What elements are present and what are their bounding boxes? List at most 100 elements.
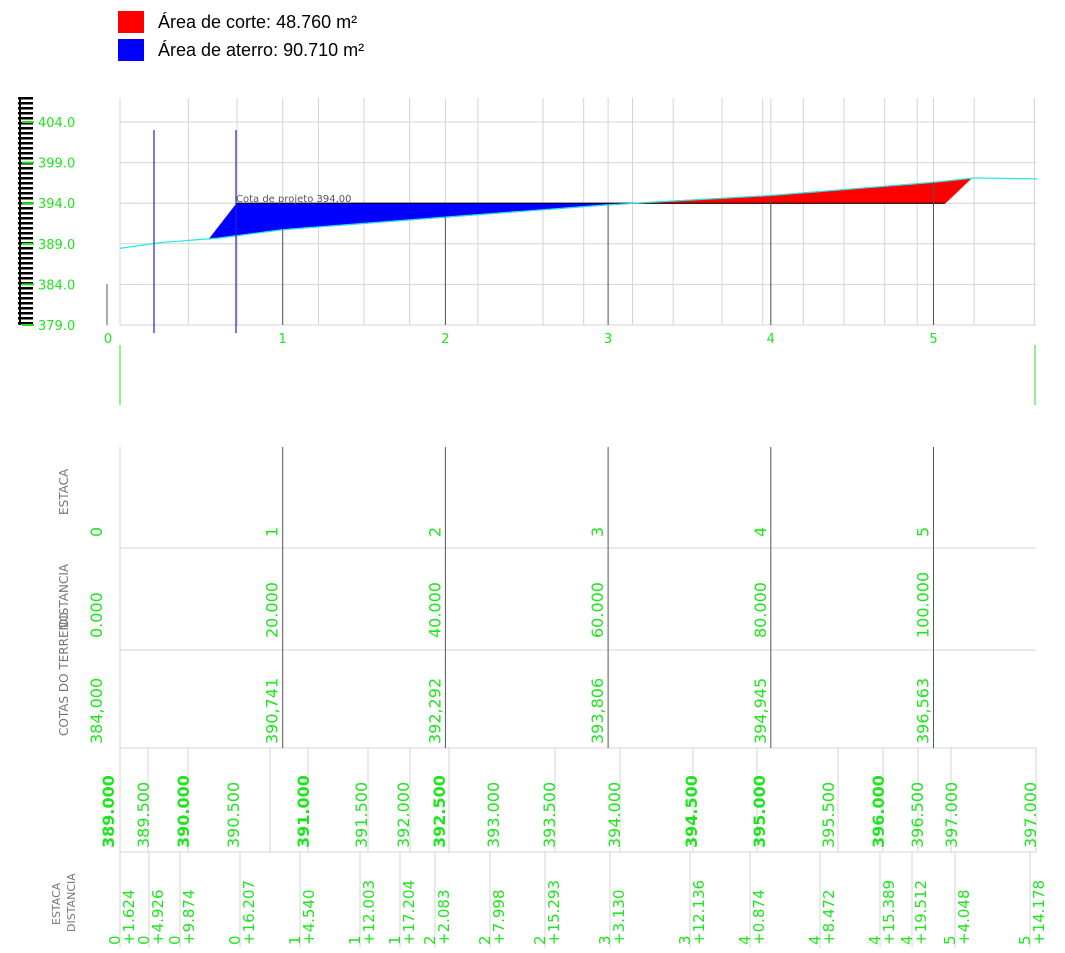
contour-elevation: 391.500 xyxy=(352,782,371,848)
axis-ruler-tick xyxy=(18,107,33,110)
contour-elevation: 395.500 xyxy=(819,782,838,848)
stake-offset: +1.624 xyxy=(120,889,138,945)
stake-offset: +9.874 xyxy=(180,889,198,945)
cotas-value: 394,945 xyxy=(751,678,770,744)
stake-station: 2 xyxy=(421,935,439,945)
row-label-distancia: DISTANCIA xyxy=(57,563,71,628)
stake-offset: +0.874 xyxy=(750,889,768,945)
x-tick-label: 0 xyxy=(104,332,112,347)
legend-label-cut: Área de corte: 48.760 m² xyxy=(158,11,358,32)
axis-ruler-tick xyxy=(18,167,33,170)
distancia-value: 60.000 xyxy=(588,582,607,638)
estaca-value: 1 xyxy=(263,527,282,537)
row-label-estaca: ESTACA xyxy=(57,468,71,515)
axis-ruler-tick xyxy=(18,142,33,145)
axis-ruler-tick xyxy=(18,227,33,230)
stake-station: 0 xyxy=(135,935,153,945)
axis-ruler-tick xyxy=(18,217,33,220)
contour-elevation: 394.000 xyxy=(605,782,624,848)
distancia-value: 20.000 xyxy=(263,582,282,638)
row-label-cotas: COTAS DO TERRENO xyxy=(57,612,71,736)
terrain-line xyxy=(119,177,1038,249)
axis-ruler-tick xyxy=(18,192,33,195)
stake-offset: +4.926 xyxy=(149,889,167,945)
axis-ruler-tick xyxy=(18,172,33,175)
contour-elevation: 396.500 xyxy=(908,782,927,848)
distancia-value: 100.000 xyxy=(914,572,933,638)
x-tick-label: 1 xyxy=(279,332,287,347)
axis-ruler-tick xyxy=(18,197,33,200)
contour-elevation: 394.500 xyxy=(682,775,701,848)
cotas-value: 384,000 xyxy=(87,678,106,744)
axis-ruler-tick xyxy=(18,182,33,185)
distancia-value: 80.000 xyxy=(751,582,770,638)
legend-item-cut: Área de corte: 48.760 m² xyxy=(118,8,364,36)
stake-station: 2 xyxy=(531,935,549,945)
y-tick-label: 394.0 xyxy=(38,197,75,212)
fill-area xyxy=(208,202,637,240)
cotas-value: 390,741 xyxy=(263,678,282,744)
contour-elevation: 390.000 xyxy=(174,775,193,848)
x-tick-label: 4 xyxy=(767,332,775,347)
stake-station: 2 xyxy=(476,935,494,945)
axis-ruler-tick xyxy=(18,117,33,120)
cotas-value: 393,806 xyxy=(588,678,607,744)
stake-station: 3 xyxy=(676,935,694,945)
axis-ruler-tick xyxy=(18,282,33,285)
stake-station: 0 xyxy=(166,935,184,945)
axis-ruler-tick xyxy=(18,212,33,215)
cut-swatch xyxy=(118,11,144,33)
contour-elevation: 395.000 xyxy=(750,775,769,848)
axis-ruler-tick xyxy=(18,127,33,130)
contour-elevation: 390.500 xyxy=(224,782,243,848)
legend: Área de corte: 48.760 m² Área de aterro:… xyxy=(118,8,364,64)
axis-ruler-tick xyxy=(18,97,33,100)
stake-offset: +4.540 xyxy=(300,889,318,945)
axis-ruler-tick xyxy=(18,177,33,180)
axis-ruler-tick xyxy=(18,272,33,275)
axis-ruler-tick xyxy=(18,112,33,115)
axis-ruler-tick xyxy=(18,102,33,105)
contour-elevation: 393.500 xyxy=(540,782,559,848)
stake-station: 1 xyxy=(346,935,364,945)
x-tick-label: 5 xyxy=(929,332,937,347)
axis-ruler-tick xyxy=(18,307,33,310)
axis-ruler-tick xyxy=(18,322,33,325)
contour-elevation: 392.000 xyxy=(394,782,413,848)
axis-ruler-tick xyxy=(18,232,33,235)
stake-station: 4 xyxy=(736,935,754,945)
axis-ruler-tick xyxy=(18,132,33,135)
axis-ruler-tick xyxy=(18,252,33,255)
stake-offset: +16.207 xyxy=(240,880,258,945)
stake-station: 4 xyxy=(806,935,824,945)
estaca-value: 3 xyxy=(588,527,607,537)
contour-elevation: 389.000 xyxy=(99,775,118,848)
x-tick-label: 2 xyxy=(441,332,449,347)
contour-elevation: 393.000 xyxy=(484,782,503,848)
cotas-value: 396,563 xyxy=(914,678,933,744)
legend-item-fill: Área de aterro: 90.710 m² xyxy=(118,36,364,64)
axis-ruler-tick xyxy=(18,237,33,240)
stake-offset: +2.083 xyxy=(435,889,453,945)
cotas-value: 392,292 xyxy=(425,678,444,744)
axis-ruler-tick xyxy=(18,302,33,305)
stake-offset: +8.472 xyxy=(820,889,838,945)
axis-ruler-tick xyxy=(18,247,33,250)
estaca-value: 2 xyxy=(425,527,444,537)
estaca-value: 5 xyxy=(914,527,933,537)
contour-elevation: 397.000 xyxy=(942,782,961,848)
stake-offset: +14.178 xyxy=(1030,880,1048,945)
axis-ruler-tick xyxy=(18,262,33,265)
axis-ruler-tick xyxy=(18,187,33,190)
contour-elevation: 391.000 xyxy=(294,775,313,848)
axis-ruler-tick xyxy=(18,292,33,295)
estaca-value: 0 xyxy=(87,527,106,537)
contour-elevation: 392.500 xyxy=(430,775,449,848)
stake-station: 0 xyxy=(106,935,124,945)
axis-ruler-tick xyxy=(18,312,33,315)
stake-station: 1 xyxy=(386,935,404,945)
bottom-label-estaca: ESTACA xyxy=(50,882,63,925)
estaca-value: 4 xyxy=(751,527,770,537)
distancia-value: 40.000 xyxy=(425,582,444,638)
